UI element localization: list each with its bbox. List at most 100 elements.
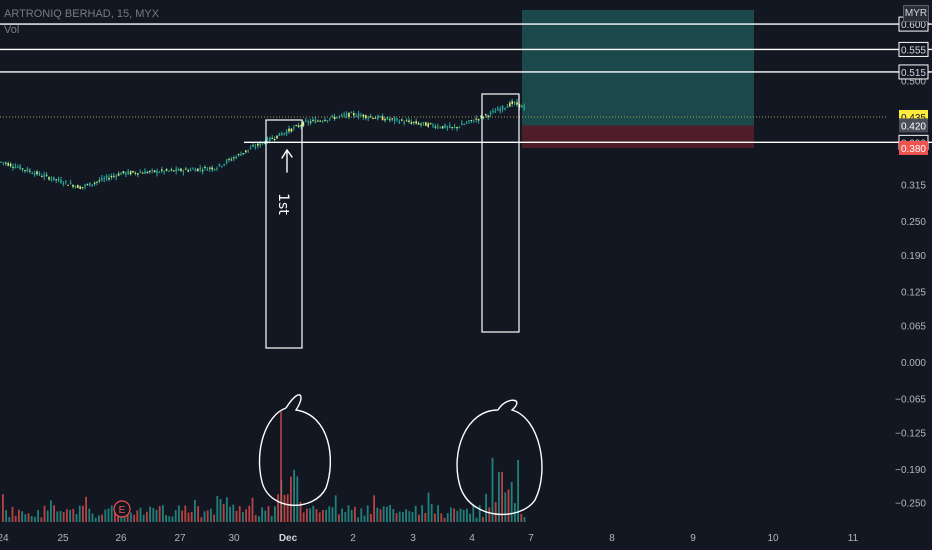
- candle-body: [230, 159, 233, 161]
- candle-body: [283, 132, 285, 134]
- candle-body: [439, 127, 441, 129]
- arrow-up-icon: [281, 148, 293, 173]
- volume-bar: [443, 517, 446, 522]
- candle-body: [62, 183, 65, 185]
- time-tick-label: Dec: [279, 533, 298, 544]
- entry-price-tag[interactable]: [899, 118, 928, 133]
- candle-body: [161, 169, 163, 171]
- candle-body: [456, 126, 458, 129]
- horizontal-lines[interactable]: [0, 23, 932, 144]
- volume-bar: [213, 514, 215, 522]
- volume-bar: [62, 512, 65, 522]
- volume-bar: [85, 496, 87, 522]
- volume-bar: [248, 505, 251, 522]
- candle-body: [273, 139, 276, 141]
- volume-bar: [402, 512, 404, 522]
- time-tick-label: 4: [469, 533, 475, 544]
- volume-bar: [216, 495, 219, 522]
- candle-body: [36, 171, 38, 175]
- candle-body: [420, 123, 422, 125]
- volume-bar: [366, 505, 369, 522]
- volume-bar: [312, 505, 315, 522]
- volume-bar: [328, 506, 331, 522]
- volume-bar: [226, 497, 228, 522]
- volume-bar: [267, 506, 270, 522]
- volume-bar: [414, 505, 417, 522]
- volume-bar: [418, 514, 420, 522]
- candle-body: [249, 147, 252, 150]
- candle-body: [401, 119, 403, 121]
- candle-body: [506, 106, 509, 108]
- volume-bar: [59, 510, 62, 522]
- price-tick-label: 0.190: [901, 251, 926, 262]
- candle-body: [350, 112, 353, 114]
- volume-bar: [424, 513, 427, 522]
- volume-bar: [322, 509, 324, 522]
- volume-bar: [318, 512, 321, 522]
- volume-bar: [338, 514, 340, 522]
- volume-bar: [245, 509, 247, 522]
- annotations: 1st E: [113, 93, 543, 518]
- candle-body: [235, 156, 237, 159]
- stop-price-label: 0.380: [901, 144, 926, 155]
- candle-body: [2, 162, 5, 164]
- volume-bar: [165, 515, 167, 522]
- candle-body: [158, 172, 161, 174]
- volume-bar: [238, 506, 241, 522]
- volume-bar: [242, 512, 244, 522]
- volume-bar: [21, 511, 23, 522]
- candle-body: [38, 172, 41, 175]
- candle-body: [427, 123, 429, 127]
- volume-bar: [11, 506, 14, 522]
- volume-bar: [190, 512, 193, 522]
- candle-body: [475, 118, 477, 120]
- volume-bar: [354, 506, 356, 522]
- candle-body: [240, 154, 242, 156]
- candle-body: [357, 113, 360, 117]
- volume-bar: [459, 508, 462, 522]
- volume-bar: [501, 471, 503, 522]
- stop-price-tag[interactable]: [899, 140, 928, 155]
- candle-body: [523, 106, 525, 109]
- price-axis[interactable]: 0.500 0.315 0.250 0.190 0.125 0.065 0.000 −0.06…: [895, 16, 929, 510]
- candle-body: [98, 180, 101, 182]
- candle-body: [0, 161, 2, 163]
- candle-body: [384, 119, 386, 121]
- time-axis[interactable]: 24 25 26 27 30 Dec 2 3 4 7 8 9 10 11: [0, 533, 859, 544]
- candle-body: [144, 171, 146, 174]
- candle-body: [185, 168, 187, 170]
- candle-body: [497, 108, 499, 111]
- volume-bar: [206, 510, 209, 522]
- volume-bar: [162, 505, 164, 522]
- candle-body: [348, 112, 350, 118]
- volume-bar: [235, 510, 238, 522]
- volume-bar: [91, 513, 94, 522]
- candle-body: [333, 116, 336, 120]
- candle-body: [189, 169, 192, 171]
- candle-body: [290, 128, 293, 132]
- volume-bar: [370, 513, 372, 522]
- candle-body: [403, 122, 405, 124]
- candle-body: [177, 168, 180, 171]
- volume-bar: [178, 505, 180, 522]
- volume-bar: [146, 511, 148, 522]
- volume-bar: [389, 505, 391, 522]
- candle-body: [12, 166, 14, 168]
- candle-body: [319, 120, 321, 122]
- line-price-tag[interactable]: [898, 64, 929, 80]
- candle-body: [444, 124, 446, 129]
- candle-body: [120, 173, 122, 175]
- volume-bar: [194, 499, 196, 522]
- earnings-event-label: E: [119, 505, 126, 516]
- volume-bar: [34, 516, 36, 522]
- currency-badge[interactable]: MYR: [903, 5, 929, 22]
- line-price-tag[interactable]: [898, 41, 929, 57]
- volume-bar: [392, 509, 395, 522]
- entry-price-label: 0.420: [901, 121, 926, 132]
- volume-bar: [430, 504, 433, 522]
- volume-bar: [299, 501, 302, 522]
- candle-body: [156, 170, 158, 174]
- candle-body: [57, 178, 60, 181]
- volume-bar: [2, 494, 4, 522]
